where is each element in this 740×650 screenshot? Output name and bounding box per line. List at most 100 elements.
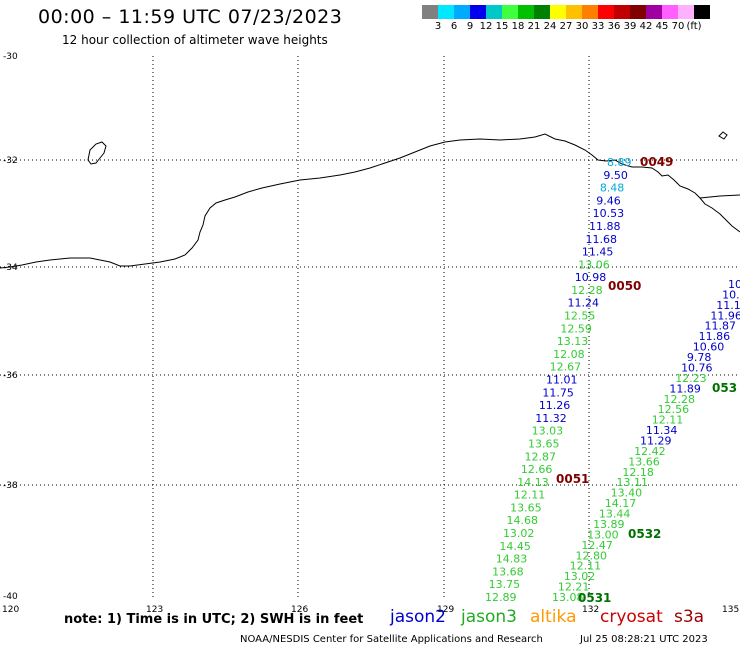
wave-height-label: 11.75 [542,386,574,399]
wave-height-label: 12.18 [622,466,654,479]
wave-height-label: 13.89 [593,518,625,531]
legend-swatch [614,5,630,19]
wave-height-label: 10.76 [681,361,713,374]
wave-height-label: 10. [722,288,740,301]
pass-time-label: 0050 [608,279,641,293]
wave-height-label: 12.11 [570,560,602,573]
island-small [718,131,728,140]
coastline-lower-edge [699,194,740,199]
footer-note: note: 1) Time is in UTC; 2) SWH is in fe… [64,612,364,627]
wave-height-label: 12.56 [658,403,690,416]
wave-height-label: 12.89 [485,591,517,604]
wave-height-label: 11.01 [546,374,578,387]
legend-swatch [422,5,438,19]
legend-swatch [662,5,678,19]
legend-swatch [502,5,518,19]
wave-height-label: 13.68 [492,565,524,578]
wave-height-label: 13.11 [617,476,649,489]
axis-labels: -30 -32 -34 -36 -38 -40 120 123 126 129 132 135 [2,52,739,615]
wave-height-label: 11.24 [568,297,600,310]
legend-label: 70 [671,21,685,32]
chart-title: 00:00 – 11:59 UTC 07/23/2023 [38,6,343,28]
legend-swatch [470,5,486,19]
wave-height-label: 8.48 [600,182,625,195]
legend-swatch [646,5,662,19]
wave-height-label: 12.47 [581,539,613,552]
legend-label: 24 [543,21,557,32]
wave-height-label: 12.66 [521,463,553,476]
legend-label: 27 [559,21,573,32]
wave-height-label: 13.65 [528,437,560,450]
legend-label: 36 [607,21,621,32]
altimeter-track-labels: 8.899.508.489.4610.5311.8811.6811.4513.0… [485,155,740,605]
wave-height-label: 14.83 [496,553,528,566]
wave-height-label: 10 [728,278,740,291]
latitude-label: -30 [3,52,18,62]
wave-height-label: 13.00 [587,528,619,541]
wave-height-label: 11.88 [589,220,621,233]
latitude-label: -38 [3,481,18,491]
chart-subtitle: 12 hour collection of altimeter wave hei… [62,33,328,47]
wave-height-label: 11.26 [539,399,571,412]
pass-time-label: 0049 [640,155,673,169]
wave-height-label: 12.87 [524,450,556,463]
legend-swatch [598,5,614,19]
wave-height-label: 11.87 [705,320,737,333]
wave-height-label: 11.86 [699,330,731,343]
wave-height-label: 12.11 [514,489,546,502]
latitude-label: -36 [3,371,18,381]
pass-time-label: 0532 [628,527,661,541]
wave-height-label: 11.45 [582,246,614,259]
longitude-label: 135 [722,605,739,615]
wave-height-label: 14.13 [517,476,549,489]
wave-height-label: 8.89 [607,156,632,169]
legend-label: 6 [450,21,458,32]
legend-swatch [454,5,470,19]
satellite-cryosat: cryosat [600,607,663,627]
wave-height-label: 12.28 [571,284,603,297]
wave-height-label: 13.03 [532,425,564,438]
wave-height-label: 12.28 [663,393,695,406]
wave-height-label: 12.55 [564,310,596,323]
wave-height-label: 11.68 [585,233,617,246]
wave-height-label: 12.11 [652,414,684,427]
wave-height-label: 13.08 [552,591,584,604]
legend-label: 3 [434,21,442,32]
island-recherche [87,141,107,165]
legend-swatch [694,5,710,19]
legend-label: (ft) [686,21,702,32]
wave-height-label: 10.60 [693,341,725,354]
pass-time-label: 053 [712,381,737,395]
coastline-south-australia [0,133,740,269]
legend-label: 45 [655,21,669,32]
legend-label: 33 [591,21,605,32]
longitude-label: 129 [437,605,454,615]
longitude-label: 126 [291,605,308,615]
legend-label: 18 [511,21,525,32]
latitude-label: -32 [3,156,18,166]
pass-time-label: 0531 [578,591,611,605]
legend-swatch [678,5,694,19]
legend-swatch [518,5,534,19]
wave-height-label: 12.23 [675,372,707,385]
wave-height-label: 12.59 [560,322,592,335]
wave-height-label: 12.21 [558,581,590,594]
satellite-s3a: s3a [674,607,705,627]
legend-label: 12 [479,21,493,32]
satellite-altika: altika [530,607,577,627]
legend-swatch [534,5,550,19]
wave-height-label: 13.06 [578,258,610,271]
wave-height-label: 13.02 [564,570,596,583]
legend-label: 15 [495,21,509,32]
longitude-label: 120 [2,605,19,615]
wave-height-label: 12.42 [634,445,666,458]
legend-label: 21 [527,21,541,32]
wave-height-label: 13.44 [599,508,631,521]
latitude-label: -40 [3,592,18,602]
wave-height-label: 12.80 [575,549,607,562]
longitude-label: 123 [146,605,163,615]
legend-label: 30 [575,21,589,32]
wave-height-label: 11.89 [669,382,701,395]
legend-label: 42 [639,21,653,32]
